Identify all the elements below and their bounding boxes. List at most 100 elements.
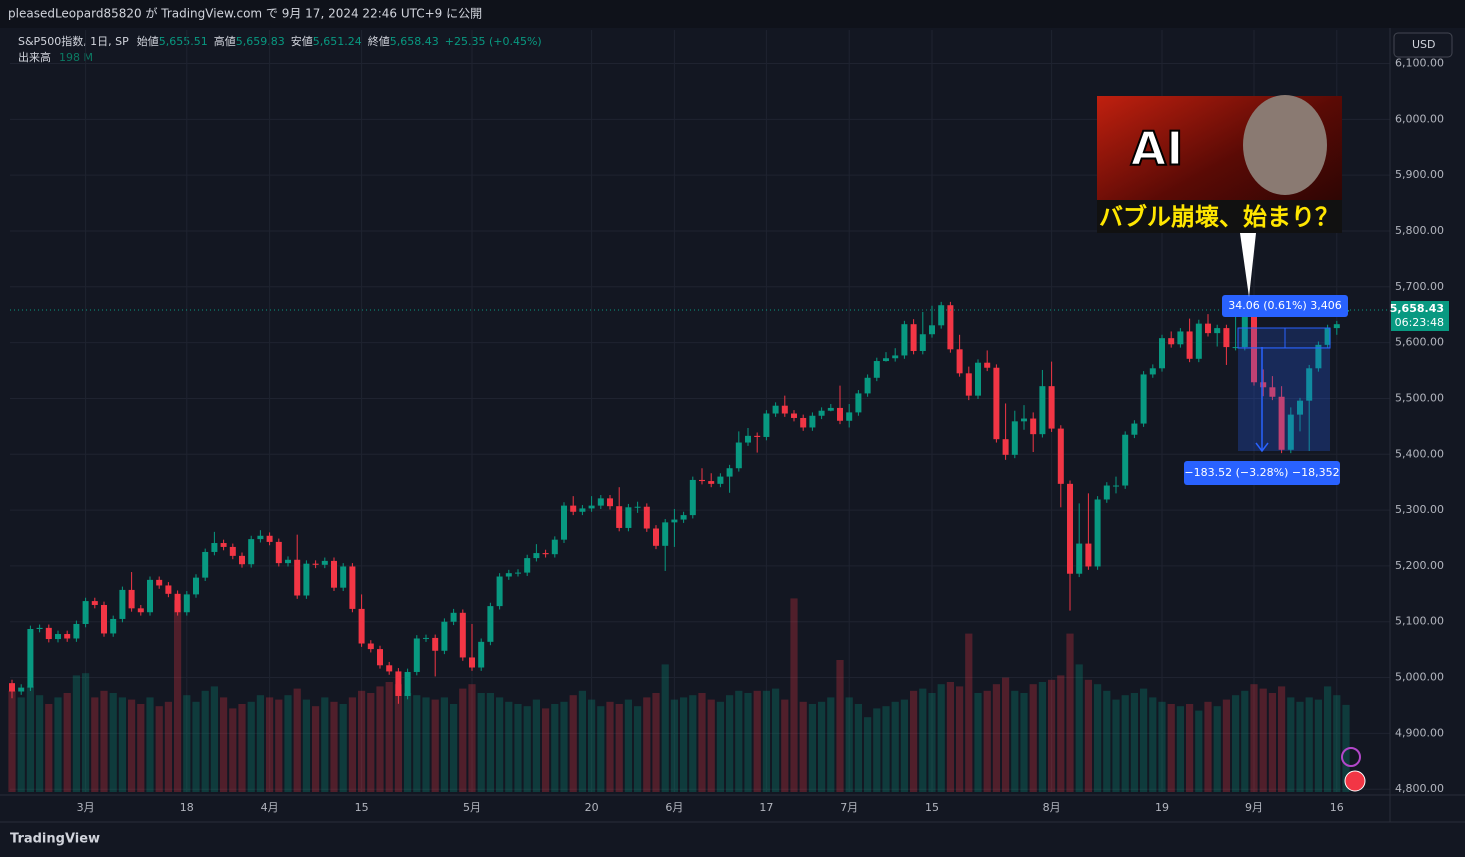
candle-body <box>689 479 696 516</box>
candle-body <box>809 415 816 428</box>
x-tick-label: 3月 <box>77 801 95 814</box>
candle-body <box>625 507 632 528</box>
candle-body <box>699 479 705 482</box>
volume-bar <box>1195 710 1203 792</box>
candle-body <box>1186 331 1193 359</box>
volume-bar <box>440 697 448 792</box>
volume-bar <box>1287 697 1295 792</box>
legend-label: 終値 <box>368 34 390 48</box>
candle-body <box>312 563 319 565</box>
candle-body <box>947 305 954 350</box>
volume-bar <box>1066 633 1074 792</box>
volume-bar <box>928 693 936 792</box>
candle-body <box>1315 344 1322 369</box>
candle-body <box>1002 439 1009 455</box>
candle-body <box>561 505 567 540</box>
volume-bar <box>174 600 182 792</box>
volume-bar <box>293 688 301 792</box>
volume-bar <box>836 660 844 792</box>
candle-body <box>800 417 807 428</box>
candle-body <box>1232 347 1239 349</box>
candle-body <box>220 543 227 547</box>
candle-body <box>616 506 623 528</box>
measure-label-box <box>1184 461 1340 485</box>
volume-bar <box>762 690 770 792</box>
volume-bar <box>643 697 651 792</box>
volume-bar <box>1232 695 1240 792</box>
candle-body <box>285 559 291 564</box>
volume-bar <box>266 697 274 792</box>
volume-bar <box>17 697 25 792</box>
volume-bar <box>477 693 485 792</box>
volume-bar <box>661 664 669 792</box>
legend-label: 始値 <box>137 34 159 48</box>
volume-bar <box>790 598 798 792</box>
legend: S&P500指数, 1日, SP 始値5,655.51 高値5,659.83 安値5,… <box>18 34 542 48</box>
measure-area <box>1238 347 1330 451</box>
measure-label: −183.52 (−3.28%) −18,352 <box>1184 466 1339 479</box>
volume-bar <box>321 697 329 792</box>
countdown: 06:23:48 <box>1395 316 1444 329</box>
volume-bar <box>1268 693 1276 792</box>
event-icon <box>1341 747 1361 767</box>
volume-bar <box>652 693 660 792</box>
candle-body <box>791 413 797 418</box>
currency-button[interactable] <box>1393 32 1453 58</box>
y-tick-label: 5,500.00 <box>1395 391 1444 404</box>
candle-body <box>404 671 411 696</box>
candle-body <box>395 671 402 696</box>
volume-bar <box>597 706 605 792</box>
candle-body <box>505 573 512 577</box>
candle-body <box>45 627 52 640</box>
top-bar <box>0 0 1465 28</box>
candle-body <box>1177 331 1184 345</box>
measure-label-box <box>1222 295 1348 317</box>
candle-body <box>1021 418 1027 422</box>
candle-body <box>156 579 163 586</box>
candle-body <box>82 601 89 624</box>
candle-body <box>846 412 853 421</box>
candle-body <box>1223 328 1230 348</box>
volume-bar <box>358 690 366 792</box>
y-tick-label: 5,700.00 <box>1395 280 1444 293</box>
candle-body <box>211 543 218 552</box>
candle-body <box>864 377 871 394</box>
volume-bar <box>422 697 430 792</box>
candle-body <box>680 515 687 520</box>
volume-bar <box>551 704 559 792</box>
volume-bar <box>946 682 954 792</box>
volume-bar <box>1130 693 1138 792</box>
candle-body <box>367 643 374 650</box>
candle-body <box>128 589 135 609</box>
volume-bar <box>385 682 393 792</box>
volume-bar <box>1029 684 1037 792</box>
candle-body <box>1067 483 1073 574</box>
volume-bar <box>624 699 632 792</box>
candle-body <box>9 683 15 692</box>
candle-body <box>1168 338 1175 345</box>
volume-bar <box>1333 695 1341 792</box>
volume-bar <box>220 697 228 792</box>
legend-change: +25.35 (+0.45%) <box>445 35 542 48</box>
candle-body <box>883 358 889 362</box>
candle-body <box>331 560 337 588</box>
candle-body <box>1094 499 1101 567</box>
volume-bar <box>450 704 458 792</box>
currency: USD <box>1412 38 1436 51</box>
volume-bar <box>744 693 752 792</box>
thumbnail-caption: バブル崩壊、始まり？ <box>1099 203 1339 231</box>
volume-bar <box>505 701 513 792</box>
volume-bar <box>128 699 136 792</box>
candle-body <box>837 407 843 421</box>
volume-bar <box>680 697 688 792</box>
candle-body <box>459 612 466 658</box>
x-tick-label: 16 <box>1330 801 1344 814</box>
y-tick-label: 6,000.00 <box>1395 112 1444 125</box>
candle-body <box>358 608 365 644</box>
volume-bar <box>799 701 807 792</box>
candle-body <box>634 506 641 508</box>
candle-body <box>579 508 586 512</box>
volume-bar <box>514 704 522 792</box>
candle-body <box>1131 423 1138 435</box>
candle-body <box>257 535 264 540</box>
